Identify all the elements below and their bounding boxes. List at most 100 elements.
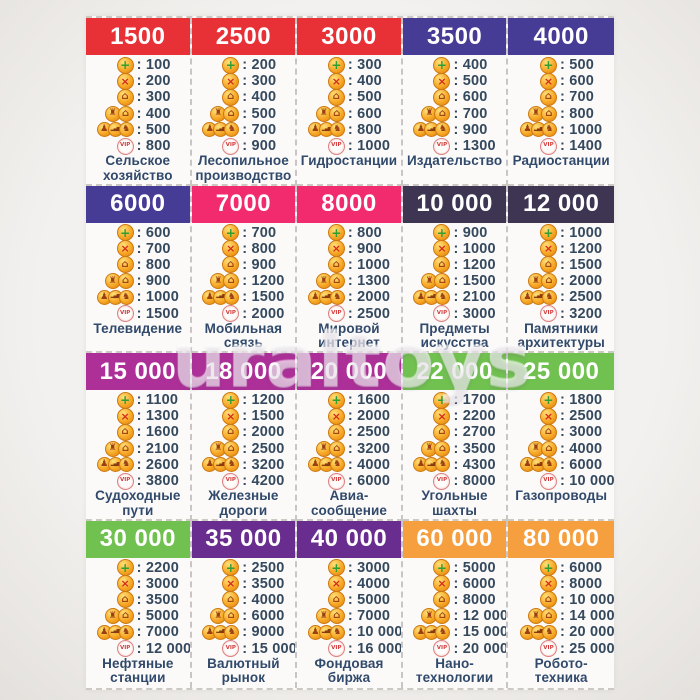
coin-x-icon: ×: [192, 72, 240, 90]
coin-pair-icon: ♜ ⌂: [86, 273, 134, 290]
payout-row: ⌂: 2500: [297, 423, 401, 441]
payout-row: ×: 800: [192, 240, 296, 258]
payout-value: : 7000: [136, 624, 179, 641]
coin-triple-icon: ♟ ▂▄▆ ♞: [403, 624, 451, 640]
coin-vip-icon: VIP: [403, 137, 451, 155]
payout-row: VIP: 8000: [403, 472, 507, 490]
payout-row: VIP: 1500: [86, 305, 190, 323]
price-card: 15 000 +: 1100 ×: 1300 ⌂: 1600 ♜ ⌂: 2100 ♟ ▂▄▆ ♞…: [86, 353, 192, 521]
payout-row: ×: 3500: [192, 575, 296, 593]
payout-value: : 1700: [453, 392, 496, 409]
payout-row: VIP: 16 000: [297, 640, 401, 658]
payout-value: : 6000: [453, 575, 496, 592]
payout-row: ♟ ▂▄▆ ♞: 9000: [192, 624, 296, 640]
coin-building-icon: ⌂: [403, 256, 451, 274]
payout-value: : 1300: [347, 273, 391, 290]
coin-plus-icon: +: [508, 559, 557, 577]
payout-row: VIP: 2000: [192, 305, 296, 323]
price-header: 3500: [402, 18, 507, 55]
price-header: 2500: [191, 18, 296, 55]
payout-row: +: 3000: [297, 559, 401, 577]
payout-value: : 800: [242, 240, 277, 257]
payout-value: : 1600: [347, 392, 391, 409]
payout-row: ⌂: 3000: [508, 423, 614, 441]
category-label: Телевидение: [93, 320, 183, 336]
payout-value: : 100: [136, 57, 171, 74]
coin-vip-icon: VIP: [508, 640, 557, 658]
coin-vip-icon: VIP: [508, 472, 557, 490]
payout-row: VIP: 4200: [192, 472, 296, 490]
payout-row: VIP: 2500: [297, 305, 401, 323]
payout-value: : 2200: [453, 408, 496, 425]
payout-row: VIP: 1400: [508, 137, 614, 155]
category-label: Памятники архитектуры: [517, 320, 605, 351]
payout-list: +: 5000 ×: 6000 ⌂: 8000 ♜ ⌂: 12 000 ♟ ▂▄▆ ♞: 15…: [403, 558, 506, 658]
payout-row: ♜ ⌂: 1300: [297, 273, 401, 290]
payout-value: : 1400: [559, 138, 603, 155]
payout-list: +: 100 ×: 200 ⌂: 300 ♜ ⌂: 400 ♟ ▂▄▆ ♞: 500 VIP: …: [86, 55, 190, 155]
coin-vip-icon: VIP: [86, 137, 134, 155]
payout-value: : 800: [347, 224, 382, 241]
payout-value: : 200: [242, 57, 277, 74]
payout-row: ×: 600: [508, 72, 614, 90]
category-label: Мобильная связь: [204, 320, 283, 351]
payout-value: : 2500: [559, 408, 603, 425]
payout-row: ×: 900: [297, 240, 401, 258]
payout-row: ⌂: 1200: [403, 256, 507, 274]
payout-value: : 3000: [347, 559, 391, 576]
coin-vip-icon: VIP: [403, 472, 451, 490]
coin-pair-icon: ♜ ⌂: [403, 105, 451, 122]
coin-building-icon: ⌂: [403, 88, 451, 106]
coin-building-icon: ⌂: [86, 591, 134, 609]
payout-value: : 1000: [347, 256, 391, 273]
category-label: Угольные шахты: [421, 488, 488, 518]
price-card: 60 000 +: 5000 ×: 6000 ⌂: 8000 ♜ ⌂: 12 000 ♟ ▂▄…: [402, 520, 509, 688]
price-card: 7000 +: 700 ×: 800 ⌂: 900 ♜ ⌂: 1200 ♟ ▂▄▆ ♞: 150…: [191, 185, 298, 353]
payout-list: +: 1200 ×: 1500 ⌂: 2000 ♜ ⌂: 2500 ♟ ▂▄▆ ♞: 3200…: [192, 390, 296, 490]
payout-row: +: 1800: [508, 391, 614, 409]
payout-row: +: 600: [86, 224, 190, 242]
payout-row: ⌂: 1500: [508, 256, 614, 274]
payout-row: ♜ ⌂: 800: [508, 105, 614, 122]
coin-x-icon: ×: [297, 240, 345, 258]
coin-x-icon: ×: [403, 407, 451, 425]
payout-row: +: 500: [508, 56, 614, 74]
payout-row: ⌂: 300: [86, 88, 190, 106]
coin-pair-icon: ♜ ⌂: [297, 105, 345, 122]
coin-triple-icon: ♟ ▂▄▆ ♞: [192, 457, 240, 473]
coin-x-icon: ×: [86, 575, 134, 593]
coin-pair-icon: ♜ ⌂: [86, 440, 134, 457]
payout-row: VIP: 3200: [508, 305, 614, 323]
payout-value: : 1600: [136, 424, 179, 441]
coin-plus-icon: +: [86, 559, 134, 577]
payout-list: +: 200 ×: 300 ⌂: 400 ♜ ⌂: 500 ♟ ▂▄▆ ♞: 700 VIP: …: [192, 55, 296, 155]
payout-value: : 10 000: [559, 473, 614, 490]
coin-building-icon: ⌂: [86, 88, 134, 106]
payout-value: : 15 000: [242, 640, 298, 657]
coin-pair-icon: ♜ ⌂: [403, 440, 451, 457]
payout-row: ⌂: 800: [86, 256, 190, 274]
coin-plus-icon: +: [192, 559, 240, 577]
payout-value: : 2500: [347, 424, 391, 441]
payout-value: : 6000: [559, 456, 603, 473]
payout-row: +: 1200: [192, 391, 296, 409]
payout-row: ♟ ▂▄▆ ♞: 20 000: [508, 624, 614, 640]
payout-row: ⌂: 1000: [297, 256, 401, 274]
payout-row: ×: 2200: [403, 407, 507, 425]
payout-row: ♟ ▂▄▆ ♞: 15 000: [403, 624, 506, 640]
payout-row: ⌂: 5000: [297, 591, 401, 609]
payout-value: : 1500: [242, 408, 285, 425]
category-label: Издательство: [407, 153, 503, 169]
payout-value: : 8000: [453, 591, 496, 608]
price-card: 20 000 +: 1600 ×: 2000 ⌂: 2500 ♜ ⌂: 3200 ♟ ▂▄▆ ♞…: [297, 353, 403, 521]
price-card: 22 000 +: 1700 ×: 2200 ⌂: 2700 ♜ ⌂: 3500 ♟ ▂▄▆ ♞…: [402, 353, 509, 521]
payout-list: +: 500 ×: 600 ⌂: 700 ♜ ⌂: 800 ♟ ▂▄▆ ♞: 1000 VIP:…: [508, 55, 614, 155]
payout-value: : 3000: [559, 424, 603, 441]
coin-building-icon: ⌂: [508, 256, 557, 274]
coin-pair-icon: ♜ ⌂: [297, 273, 345, 290]
price-header: 4000: [508, 18, 614, 55]
payout-value: : 300: [242, 73, 277, 90]
coin-pair-icon: ♜ ⌂: [86, 105, 134, 122]
coin-triple-icon: ♟ ▂▄▆ ♞: [403, 122, 451, 138]
